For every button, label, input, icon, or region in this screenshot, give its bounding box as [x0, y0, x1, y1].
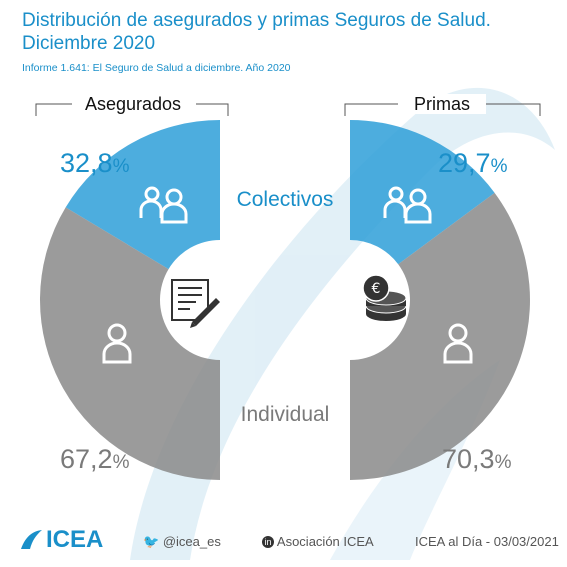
- insurance-document-icon: [171, 279, 220, 328]
- legend-colectivos: Colectivos: [237, 188, 334, 211]
- date-text: ICEA al Día - 03/03/2021: [415, 534, 559, 549]
- right-individual-slice[interactable]: [350, 192, 530, 480]
- right-individual-value: 70,3%: [442, 444, 512, 474]
- left-individual-slice[interactable]: [39, 207, 220, 480]
- group-people-icon: [139, 186, 188, 224]
- right-colectivos-value: 29,7%: [438, 148, 508, 178]
- chart-subtitle: Informe 1.641: El Seguro de Salud a dici…: [22, 62, 291, 74]
- group-people-icon: [383, 186, 432, 224]
- icea-logo: ICEA: [18, 526, 103, 554]
- euro-coins-icon: €: [362, 274, 407, 321]
- left-individual-value: 67,2%: [60, 444, 130, 474]
- left-chart-title: Asegurados: [85, 94, 181, 114]
- linkedin-link[interactable]: in Asociación ICEA: [262, 534, 374, 549]
- left-donut: [39, 120, 220, 480]
- chart-title: Distribución de asegurados y primas Segu…: [22, 10, 491, 54]
- person-icon: [102, 323, 132, 364]
- left-colectivos-value: 32,8%: [60, 148, 130, 178]
- svg-text:€: €: [372, 281, 381, 297]
- twitter-icon: 🐦: [143, 534, 160, 549]
- twitter-link[interactable]: 🐦 @icea_es: [143, 534, 221, 549]
- icea-logo-icon: [21, 530, 42, 549]
- left-colectivos-slice[interactable]: [65, 120, 220, 270]
- right-chart-title: Primas: [414, 94, 470, 114]
- icea-logo-text: ICEA: [46, 526, 104, 553]
- legend-individual: Individual: [241, 403, 330, 426]
- linkedin-icon: in: [262, 536, 274, 548]
- person-icon: [443, 323, 473, 364]
